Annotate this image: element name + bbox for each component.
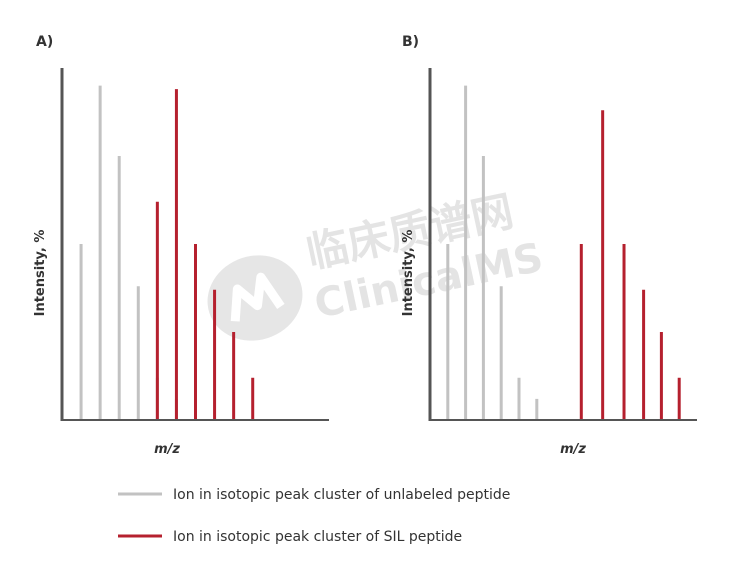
panel-label-b: B) [402, 34, 419, 50]
x-axis-label-a: m/z [154, 442, 180, 457]
legend-item-sil: Ion in isotopic peak cluster of SIL pept… [118, 529, 462, 545]
watermark: 临床质谱网 ClinicalMS [207, 186, 547, 341]
watermark-logo-icon [207, 255, 303, 341]
panel-label-a: A) [36, 34, 53, 50]
bars-b [446, 85, 681, 420]
legend-item-unlabeled: Ion in isotopic peak cluster of unlabele… [118, 487, 510, 503]
chart-panel-b: B) Intensity, % m/z [401, 34, 697, 457]
legend-label-sil: Ion in isotopic peak cluster of SIL pept… [173, 529, 462, 545]
y-axis-label-a: Intensity, % [33, 230, 48, 317]
chart-panel-a: A) Intensity, % m/z [33, 34, 329, 457]
x-axis-label-b: m/z [560, 442, 586, 457]
legend-label-unlabeled: Ion in isotopic peak cluster of unlabele… [173, 487, 510, 503]
legend: Ion in isotopic peak cluster of unlabele… [118, 487, 510, 545]
y-axis-label-b: Intensity, % [401, 230, 416, 317]
bars-a [79, 85, 255, 420]
